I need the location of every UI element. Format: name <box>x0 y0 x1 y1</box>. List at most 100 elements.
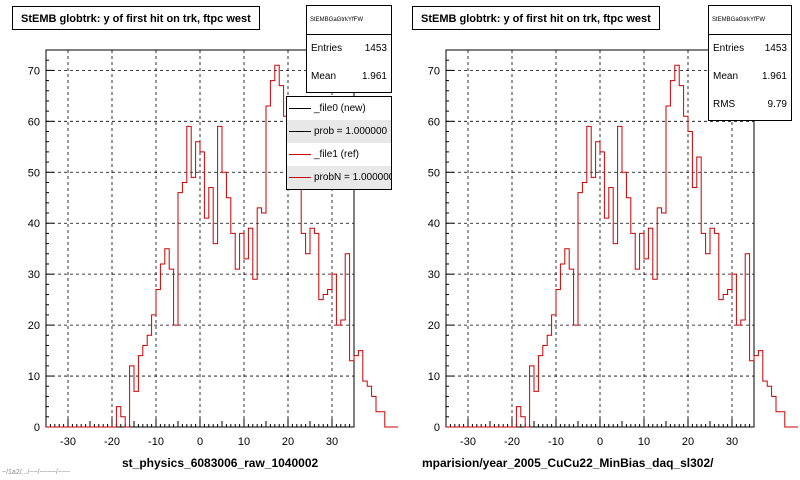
histogram-bin <box>147 335 151 427</box>
histogram-bin <box>226 198 230 427</box>
histogram-bin <box>736 325 740 427</box>
histogram-bin <box>688 132 692 427</box>
histogram-bin <box>596 142 600 427</box>
histogram-bin <box>187 126 191 427</box>
histogram-bin <box>644 259 648 427</box>
histogram-bin <box>350 361 354 427</box>
histogram-bin <box>758 351 762 427</box>
histogram-series <box>446 64 798 428</box>
stats-name: StEMBGaGtrkYfFW <box>307 6 391 35</box>
histogram-bin <box>354 356 358 427</box>
y-tick-label: 10 <box>428 371 440 383</box>
histogram-bin <box>723 295 727 427</box>
histogram-bin <box>336 325 340 427</box>
histogram-bin <box>209 188 213 427</box>
histogram-plot: -30 -20 -10 0 10 20 30 0 10 20 30 40 50 60 70 <box>428 49 798 448</box>
histogram-bin <box>319 300 323 427</box>
histogram-bin <box>631 233 635 427</box>
histogram-bin <box>547 335 551 427</box>
stats-box: StEMBGaGtrkYfFW Entries 1453 Mean 1.961 <box>306 5 392 93</box>
histogram-bin <box>582 182 586 427</box>
histogram-bin <box>270 81 274 427</box>
histogram-bin <box>556 289 560 427</box>
x-tick-label: 10 <box>638 436 650 448</box>
histogram-bin <box>780 412 784 427</box>
legend-entry-probn: probN = 1.000000 <box>287 166 391 189</box>
histogram-bin <box>534 391 538 427</box>
y-tick-label: 40 <box>428 218 440 230</box>
y-tick-label: 0 <box>34 422 40 434</box>
histogram-bin <box>130 366 134 427</box>
histogram-bin <box>516 407 520 427</box>
histogram-bin <box>156 289 160 427</box>
y-tick-label: 50 <box>28 167 40 179</box>
histogram-bin <box>679 86 683 427</box>
histogram-panel-ref: -30 -20 -10 0 10 20 30 0 10 20 30 40 50 60 70 StEMB gl… <box>400 0 800 480</box>
histogram-bin <box>341 320 345 427</box>
histogram-bin <box>314 233 318 427</box>
legend-entry-file1: _file1 (ref) <box>287 143 391 166</box>
stats-entries-value: 1453 <box>764 43 787 54</box>
histogram-bin <box>367 386 371 427</box>
histogram-bin <box>174 325 178 427</box>
y-tick-label: 0 <box>434 422 440 434</box>
histogram-bin <box>710 228 714 427</box>
histogram-bin <box>754 356 758 427</box>
legend: _file0 (new) prob = 1.000000 _file1 (ref… <box>286 96 392 190</box>
x-tick-label: 10 <box>238 436 250 448</box>
stats-rms-label: RMS <box>713 99 736 110</box>
histogram-bin <box>569 269 573 427</box>
y-tick-label: 20 <box>28 320 40 332</box>
histogram-bin <box>204 218 208 427</box>
histogram-bin <box>182 182 186 427</box>
histogram-bin <box>609 188 613 427</box>
histogram-bin <box>138 356 142 427</box>
histogram-bin <box>328 289 332 427</box>
y-tick-label: 10 <box>28 371 40 383</box>
stats-box: StEMBGaGtrkYfFW Entries 1453 Mean 1.961 … <box>708 5 792 121</box>
histogram-bin <box>279 86 283 427</box>
histogram-bin <box>152 315 156 427</box>
x-tick-label: 20 <box>682 436 694 448</box>
histogram-bin <box>191 177 195 427</box>
histogram-bin <box>231 233 235 427</box>
y-tick-label: 30 <box>28 269 40 281</box>
stats-mean-value: 1.961 <box>761 71 787 82</box>
x-tick-label: 0 <box>597 436 603 448</box>
histogram-bin <box>160 264 164 427</box>
histogram-bin <box>600 152 604 427</box>
histogram-bin <box>275 65 279 427</box>
histogram-bin <box>640 233 644 427</box>
stats-entries-row: Entries 1453 <box>307 35 391 63</box>
histogram-bin <box>301 233 305 427</box>
stats-entries-label: Entries <box>311 43 343 54</box>
histogram-bin <box>552 315 556 427</box>
histogram-bin <box>622 172 626 427</box>
histogram-bin <box>213 244 217 427</box>
stats-mean-label: Mean <box>311 71 337 82</box>
histogram-bin <box>310 228 314 427</box>
histogram-bin <box>116 407 120 427</box>
histogram-bin <box>521 417 525 427</box>
histogram-bin <box>222 172 226 427</box>
histogram-bin <box>635 269 639 427</box>
histogram-bin <box>380 412 384 427</box>
histogram-panel-new: -30 -20 -10 0 10 20 30 0 10 20 30 40 50 60 70 StEMB gl… <box>2 5 398 476</box>
histogram-bin <box>626 198 630 427</box>
histogram-bin <box>143 345 147 427</box>
y-tick-label: 70 <box>28 65 40 77</box>
x-tick-label: -20 <box>104 436 120 448</box>
legend-swatch <box>289 131 311 132</box>
legend-swatch <box>289 108 311 109</box>
histogram-bin <box>574 325 578 427</box>
stats-rms-value: 9.79 <box>767 99 787 110</box>
histogram-bin <box>692 188 696 427</box>
footer-text: ~/1a2/.../~~/~~~~/~~~ <box>2 469 71 476</box>
histogram-bin <box>732 274 736 427</box>
histogram-bin <box>538 356 542 427</box>
x-tick-label: -10 <box>548 436 564 448</box>
histogram-bin <box>767 386 771 427</box>
y-tick-label: 60 <box>428 116 440 128</box>
histogram-bin <box>560 264 564 427</box>
stats-entries-label: Entries <box>713 43 745 54</box>
